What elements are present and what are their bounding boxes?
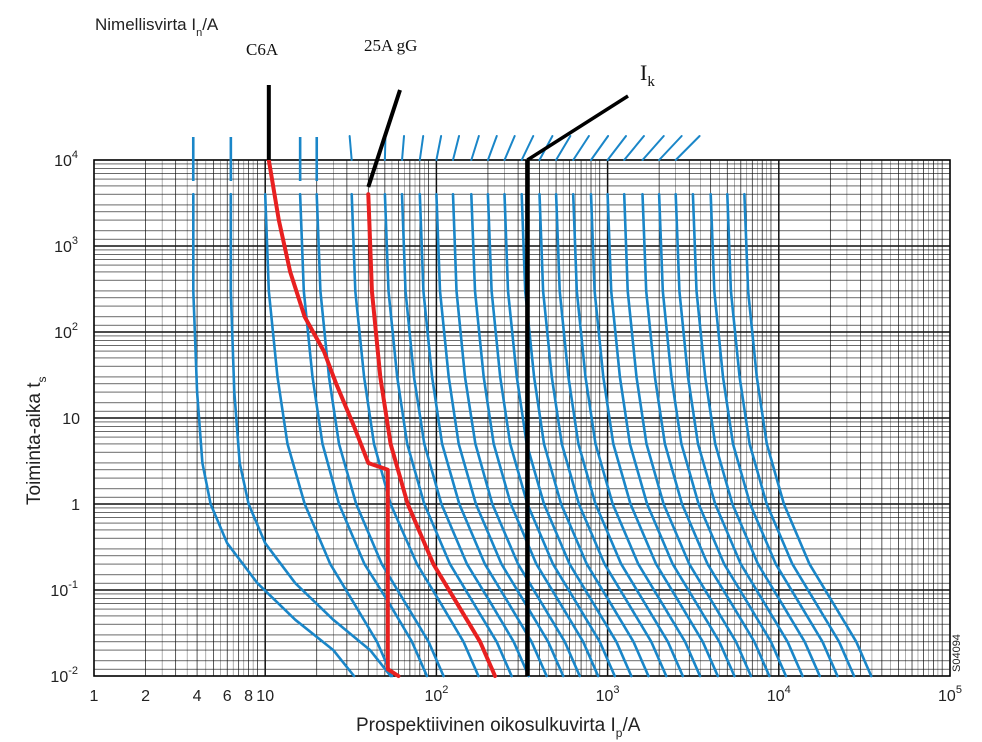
rating-tick	[418, 135, 425, 161]
ik-marker	[525, 94, 629, 676]
rating-tick	[470, 135, 480, 161]
fuse-curve	[350, 192, 480, 678]
rating-axis-label: Nimellisvirta In/A	[95, 15, 219, 39]
fuse-curve	[263, 192, 394, 678]
fuse-curve	[400, 192, 530, 678]
gg25-curve	[366, 192, 497, 678]
log-grid	[93, 159, 951, 677]
x-tick-label: 103	[596, 684, 620, 705]
fuse-curve	[503, 192, 633, 678]
fuse-curve	[315, 192, 445, 678]
x-tick-label: 105	[938, 684, 962, 705]
y-tick-label: 103	[54, 235, 78, 256]
fuse-curve	[451, 192, 581, 678]
rating-tick	[520, 135, 535, 161]
gg25-leader	[366, 89, 402, 188]
x-tick-label: 102	[424, 684, 448, 705]
rating-tick	[555, 135, 572, 161]
rating-tick	[572, 135, 590, 161]
gg25-label: 25A gG	[364, 36, 417, 55]
fuse-curve	[641, 192, 771, 678]
ik-label: Ik	[640, 60, 655, 90]
y-tick-label: 102	[54, 321, 78, 342]
rating-tick	[606, 135, 628, 161]
rating-tick	[503, 135, 516, 161]
fuse-curve	[470, 192, 600, 678]
y-tick-label: 1	[71, 497, 80, 514]
ik-leader	[526, 94, 629, 162]
fuse-curve	[435, 192, 565, 678]
x-tick-label: 1	[90, 688, 99, 705]
c6a-label: C6A	[246, 40, 279, 59]
fuse-curve	[192, 192, 356, 678]
fuse-curve	[674, 192, 804, 678]
x-tick-label: 4	[193, 688, 202, 705]
y-tick-label: 10-1	[50, 579, 78, 600]
rating-tick	[674, 135, 701, 161]
x-tick-label: 10	[256, 688, 274, 705]
fuse-curve	[743, 192, 873, 678]
rating-tick	[641, 135, 665, 161]
rating-ticks	[191, 135, 701, 181]
corner-code: S04094	[951, 634, 963, 672]
fuse-curve	[622, 192, 753, 678]
fuse-curve	[418, 192, 548, 678]
fuse-curve	[229, 192, 392, 678]
rating-tick	[486, 135, 498, 161]
y-tick-label: 10	[62, 411, 80, 428]
c6a-curve	[266, 158, 401, 678]
fuse-curve	[606, 192, 736, 678]
x-tick-label: 6	[223, 688, 232, 705]
x-tick-labels: 1 2 4 6 8 10 102 103 104 105	[90, 684, 962, 705]
y-tick-label: 104	[54, 149, 78, 170]
y-axis-label: Toiminta-aika ts	[24, 377, 49, 506]
fuse-curve	[691, 192, 821, 678]
rating-tick	[435, 135, 443, 161]
rating-tick	[658, 135, 683, 161]
rating-tick	[451, 135, 461, 161]
rating-tick	[348, 135, 353, 161]
rating-tick	[590, 135, 610, 161]
fuse-curve	[589, 192, 720, 678]
fuse-curve	[383, 192, 513, 678]
fuse-curve	[571, 192, 702, 678]
fuse-curves	[192, 192, 873, 678]
fuse-curve	[554, 192, 685, 678]
fuse-curve	[657, 192, 788, 678]
fuse-curve	[538, 192, 668, 678]
y-tick-label: 10-2	[50, 665, 78, 686]
rating-tick	[401, 135, 406, 161]
x-tick-label: 104	[767, 684, 791, 705]
x-axis-label: Prospektiivinen oikosulkuvirta Ip/A	[356, 715, 641, 740]
x-tick-label: 8	[244, 688, 253, 705]
highlighted-curves	[266, 85, 497, 678]
fuse-curve	[709, 192, 839, 678]
rating-tick	[623, 135, 645, 161]
x-tick-label: 2	[141, 688, 150, 705]
fuse-curve	[726, 192, 856, 678]
